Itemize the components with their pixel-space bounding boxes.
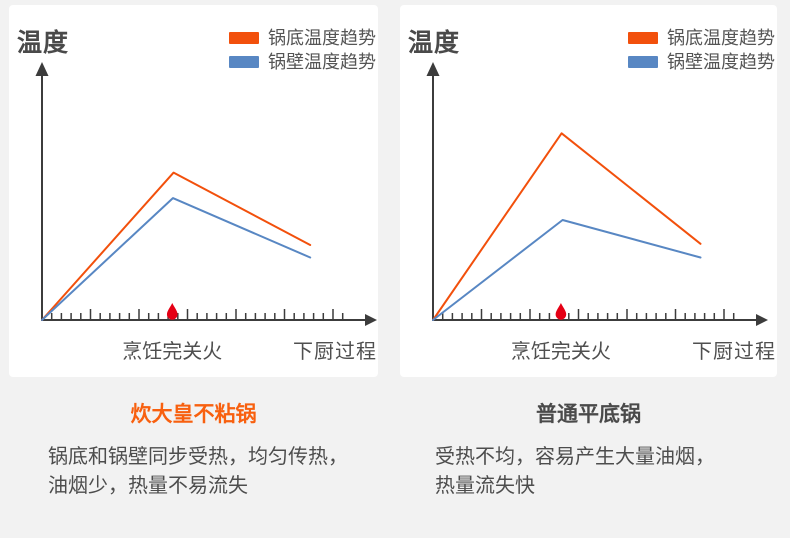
series-line-1 bbox=[41, 197, 312, 321]
legend: 锅底温度趋势 锅壁温度趋势 bbox=[628, 29, 775, 71]
event-label-heat-off: 烹饪完关火 bbox=[510, 341, 611, 363]
caption-body-regular: 受热不均，容易产生大量油烟， 热量流失快 bbox=[435, 443, 765, 501]
legend-swatch-pot-wall bbox=[628, 56, 658, 68]
red-droplet-icon bbox=[555, 303, 567, 320]
series-line-0 bbox=[41, 171, 312, 321]
caption-line: 受热不均，容易产生大量油烟， bbox=[435, 446, 715, 468]
caption-line: 油烟少，热量不易流失 bbox=[48, 475, 248, 497]
x-axis-label: 下厨过程 bbox=[293, 341, 377, 363]
legend-swatch-pot-bottom bbox=[628, 32, 658, 44]
legend-item-pot-wall: 锅壁温度趋势 bbox=[229, 53, 376, 71]
legend-item-pot-wall: 锅壁温度趋势 bbox=[628, 53, 775, 71]
legend-swatch-pot-wall bbox=[229, 56, 259, 68]
y-axis-arrow-icon bbox=[426, 62, 440, 76]
legend-label-pot-wall: 锅壁温度趋势 bbox=[667, 52, 775, 72]
chart-card-nonstick-pan: 温度 锅底温度趋势 锅壁温度趋势 烹饪完关火 下厨过程 bbox=[9, 5, 378, 377]
y-axis-label: 温度 bbox=[17, 29, 70, 57]
legend-label-pot-wall: 锅壁温度趋势 bbox=[268, 52, 376, 72]
chart-card-regular-pan: 温度 锅底温度趋势 锅壁温度趋势 烹饪完关火 下厨过程 bbox=[400, 5, 777, 377]
y-axis-label: 温度 bbox=[408, 29, 461, 57]
chart-canvas-regular bbox=[426, 62, 768, 326]
legend-label-pot-bottom: 锅底温度趋势 bbox=[268, 28, 376, 48]
legend-item-pot-bottom: 锅底温度趋势 bbox=[229, 29, 376, 47]
caption-title-nonstick: 炊大皇不粘锅 bbox=[130, 403, 257, 426]
chart-canvas-nonstick bbox=[35, 62, 377, 326]
caption-body-nonstick: 锅底和锅壁同步受热，均匀传热， 油烟少，热量不易流失 bbox=[48, 443, 378, 501]
legend-item-pot-bottom: 锅底温度趋势 bbox=[628, 29, 775, 47]
red-droplet-icon bbox=[166, 303, 178, 320]
legend-label-pot-bottom: 锅底温度趋势 bbox=[667, 28, 775, 48]
caption-line: 锅底和锅壁同步受热，均匀传热， bbox=[48, 446, 348, 468]
series-line-1 bbox=[432, 219, 702, 321]
caption-title-regular: 普通平底锅 bbox=[536, 403, 641, 426]
x-axis-arrow-icon bbox=[756, 314, 768, 326]
event-label-heat-off: 烹饪完关火 bbox=[122, 341, 223, 363]
x-axis-label: 下厨过程 bbox=[692, 341, 776, 363]
caption-line: 热量流失快 bbox=[435, 475, 535, 497]
legend: 锅底温度趋势 锅壁温度趋势 bbox=[229, 29, 376, 71]
series-line-0 bbox=[432, 132, 702, 321]
legend-swatch-pot-bottom bbox=[229, 32, 259, 44]
y-axis-arrow-icon bbox=[35, 62, 49, 76]
x-axis-arrow-icon bbox=[365, 314, 377, 326]
